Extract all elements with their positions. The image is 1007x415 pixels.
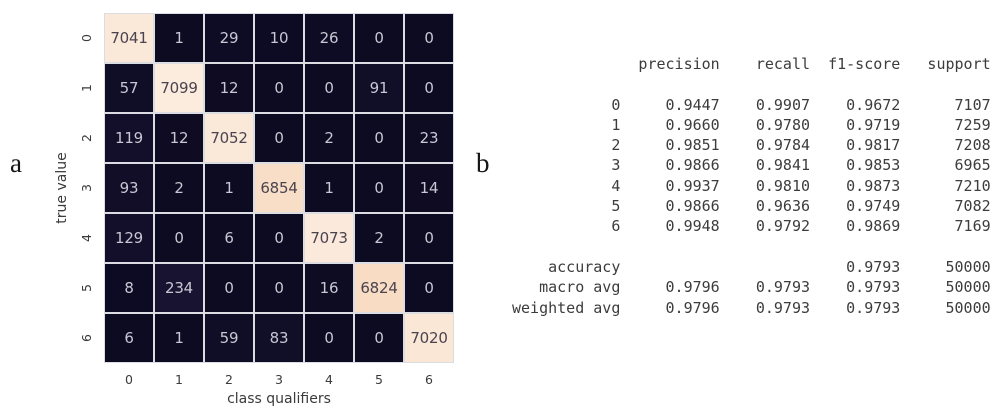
heatmap-cell-r4c6: 0 — [405, 214, 453, 262]
heatmap-cell-r5c4: 16 — [305, 264, 353, 312]
heatmap-cell-r3c1: 2 — [155, 164, 203, 212]
heatmap-cell-r1c2: 12 — [205, 64, 253, 112]
heatmap-cell-r3c2: 1 — [205, 164, 253, 212]
x-tick-label-4: 4 — [325, 372, 333, 387]
heatmap-cell-r1c1: 7099 — [155, 64, 203, 112]
heatmap-cell-r2c4: 2 — [305, 114, 353, 162]
confusion-matrix-heatmap: 7041 1 29 10 26 0 0 57 7099 12 0 0 91 0 119 12 7052 0 2 0 23… — [104, 13, 454, 363]
heatmap-cell-r2c2: 7052 — [205, 114, 253, 162]
x-tick-label-2: 2 — [225, 372, 233, 387]
heatmap-cell-r1c3: 0 — [255, 64, 303, 112]
x-tick-label-3: 3 — [275, 372, 283, 387]
heatmap-cell-r6c2: 59 — [205, 314, 253, 362]
heatmap-cell-r3c3: 6854 — [255, 164, 303, 212]
heatmap-cell-r6c6: 7020 — [405, 314, 453, 362]
x-axis-label: class qualifiers — [227, 391, 331, 407]
heatmap-cell-r6c5: 0 — [355, 314, 403, 362]
heatmap-cell-r0c1: 1 — [155, 14, 203, 62]
panel-a-label: a — [10, 148, 22, 178]
heatmap-cell-r1c4: 0 — [305, 64, 353, 112]
heatmap-cell-r2c0: 119 — [105, 114, 153, 162]
heatmap-cell-r1c5: 91 — [355, 64, 403, 112]
heatmap-cell-r1c6: 0 — [405, 64, 453, 112]
heatmap-cell-r6c0: 6 — [105, 314, 153, 362]
heatmap-cell-r1c0: 57 — [105, 64, 153, 112]
heatmap-cell-r5c1: 234 — [155, 264, 203, 312]
x-axis-ticks: 0 1 2 3 4 5 6 — [104, 372, 454, 387]
x-tick-label-6: 6 — [425, 372, 433, 387]
heatmap-cell-r4c4: 7073 — [305, 214, 353, 262]
heatmap-cell-r4c1: 0 — [155, 214, 203, 262]
heatmap-cell-r0c6: 0 — [405, 14, 453, 62]
classification-report: precision recall f1-score support 0 0.94… — [512, 55, 991, 317]
heatmap-cell-r3c4: 1 — [305, 164, 353, 212]
heatmap-cell-r5c5: 6824 — [355, 264, 403, 312]
heatmap-cell-r2c5: 0 — [355, 114, 403, 162]
x-tick-label-1: 1 — [175, 372, 183, 387]
heatmap-cell-r2c1: 12 — [155, 114, 203, 162]
heatmap-cell-r6c4: 0 — [305, 314, 353, 362]
heatmap-cell-r3c6: 14 — [405, 164, 453, 212]
heatmap-cell-r4c5: 2 — [355, 214, 403, 262]
heatmap-cell-r2c6: 23 — [405, 114, 453, 162]
y-axis-label: true value — [54, 152, 70, 224]
heatmap-cell-r3c5: 0 — [355, 164, 403, 212]
heatmap-cell-r4c3: 0 — [255, 214, 303, 262]
heatmap-cell-r5c2: 0 — [205, 264, 253, 312]
x-tick-label-5: 5 — [375, 372, 383, 387]
heatmap-cell-r0c4: 26 — [305, 14, 353, 62]
heatmap-cell-r0c0: 7041 — [105, 14, 153, 62]
heatmap-cell-r5c3: 0 — [255, 264, 303, 312]
heatmap-cell-r3c0: 93 — [105, 164, 153, 212]
heatmap-cell-r0c2: 29 — [205, 14, 253, 62]
heatmap-cell-r0c5: 0 — [355, 14, 403, 62]
heatmap-cell-r2c3: 0 — [255, 114, 303, 162]
panel-b-label: b — [476, 148, 490, 178]
heatmap-cell-r6c1: 1 — [155, 314, 203, 362]
heatmap-cell-r4c2: 6 — [205, 214, 253, 262]
heatmap-cell-r5c6: 0 — [405, 264, 453, 312]
heatmap-cell-r0c3: 10 — [255, 14, 303, 62]
heatmap-cell-r6c3: 83 — [255, 314, 303, 362]
x-tick-label-0: 0 — [125, 372, 133, 387]
heatmap-cell-r5c0: 8 — [105, 264, 153, 312]
heatmap-cell-r4c0: 129 — [105, 214, 153, 262]
